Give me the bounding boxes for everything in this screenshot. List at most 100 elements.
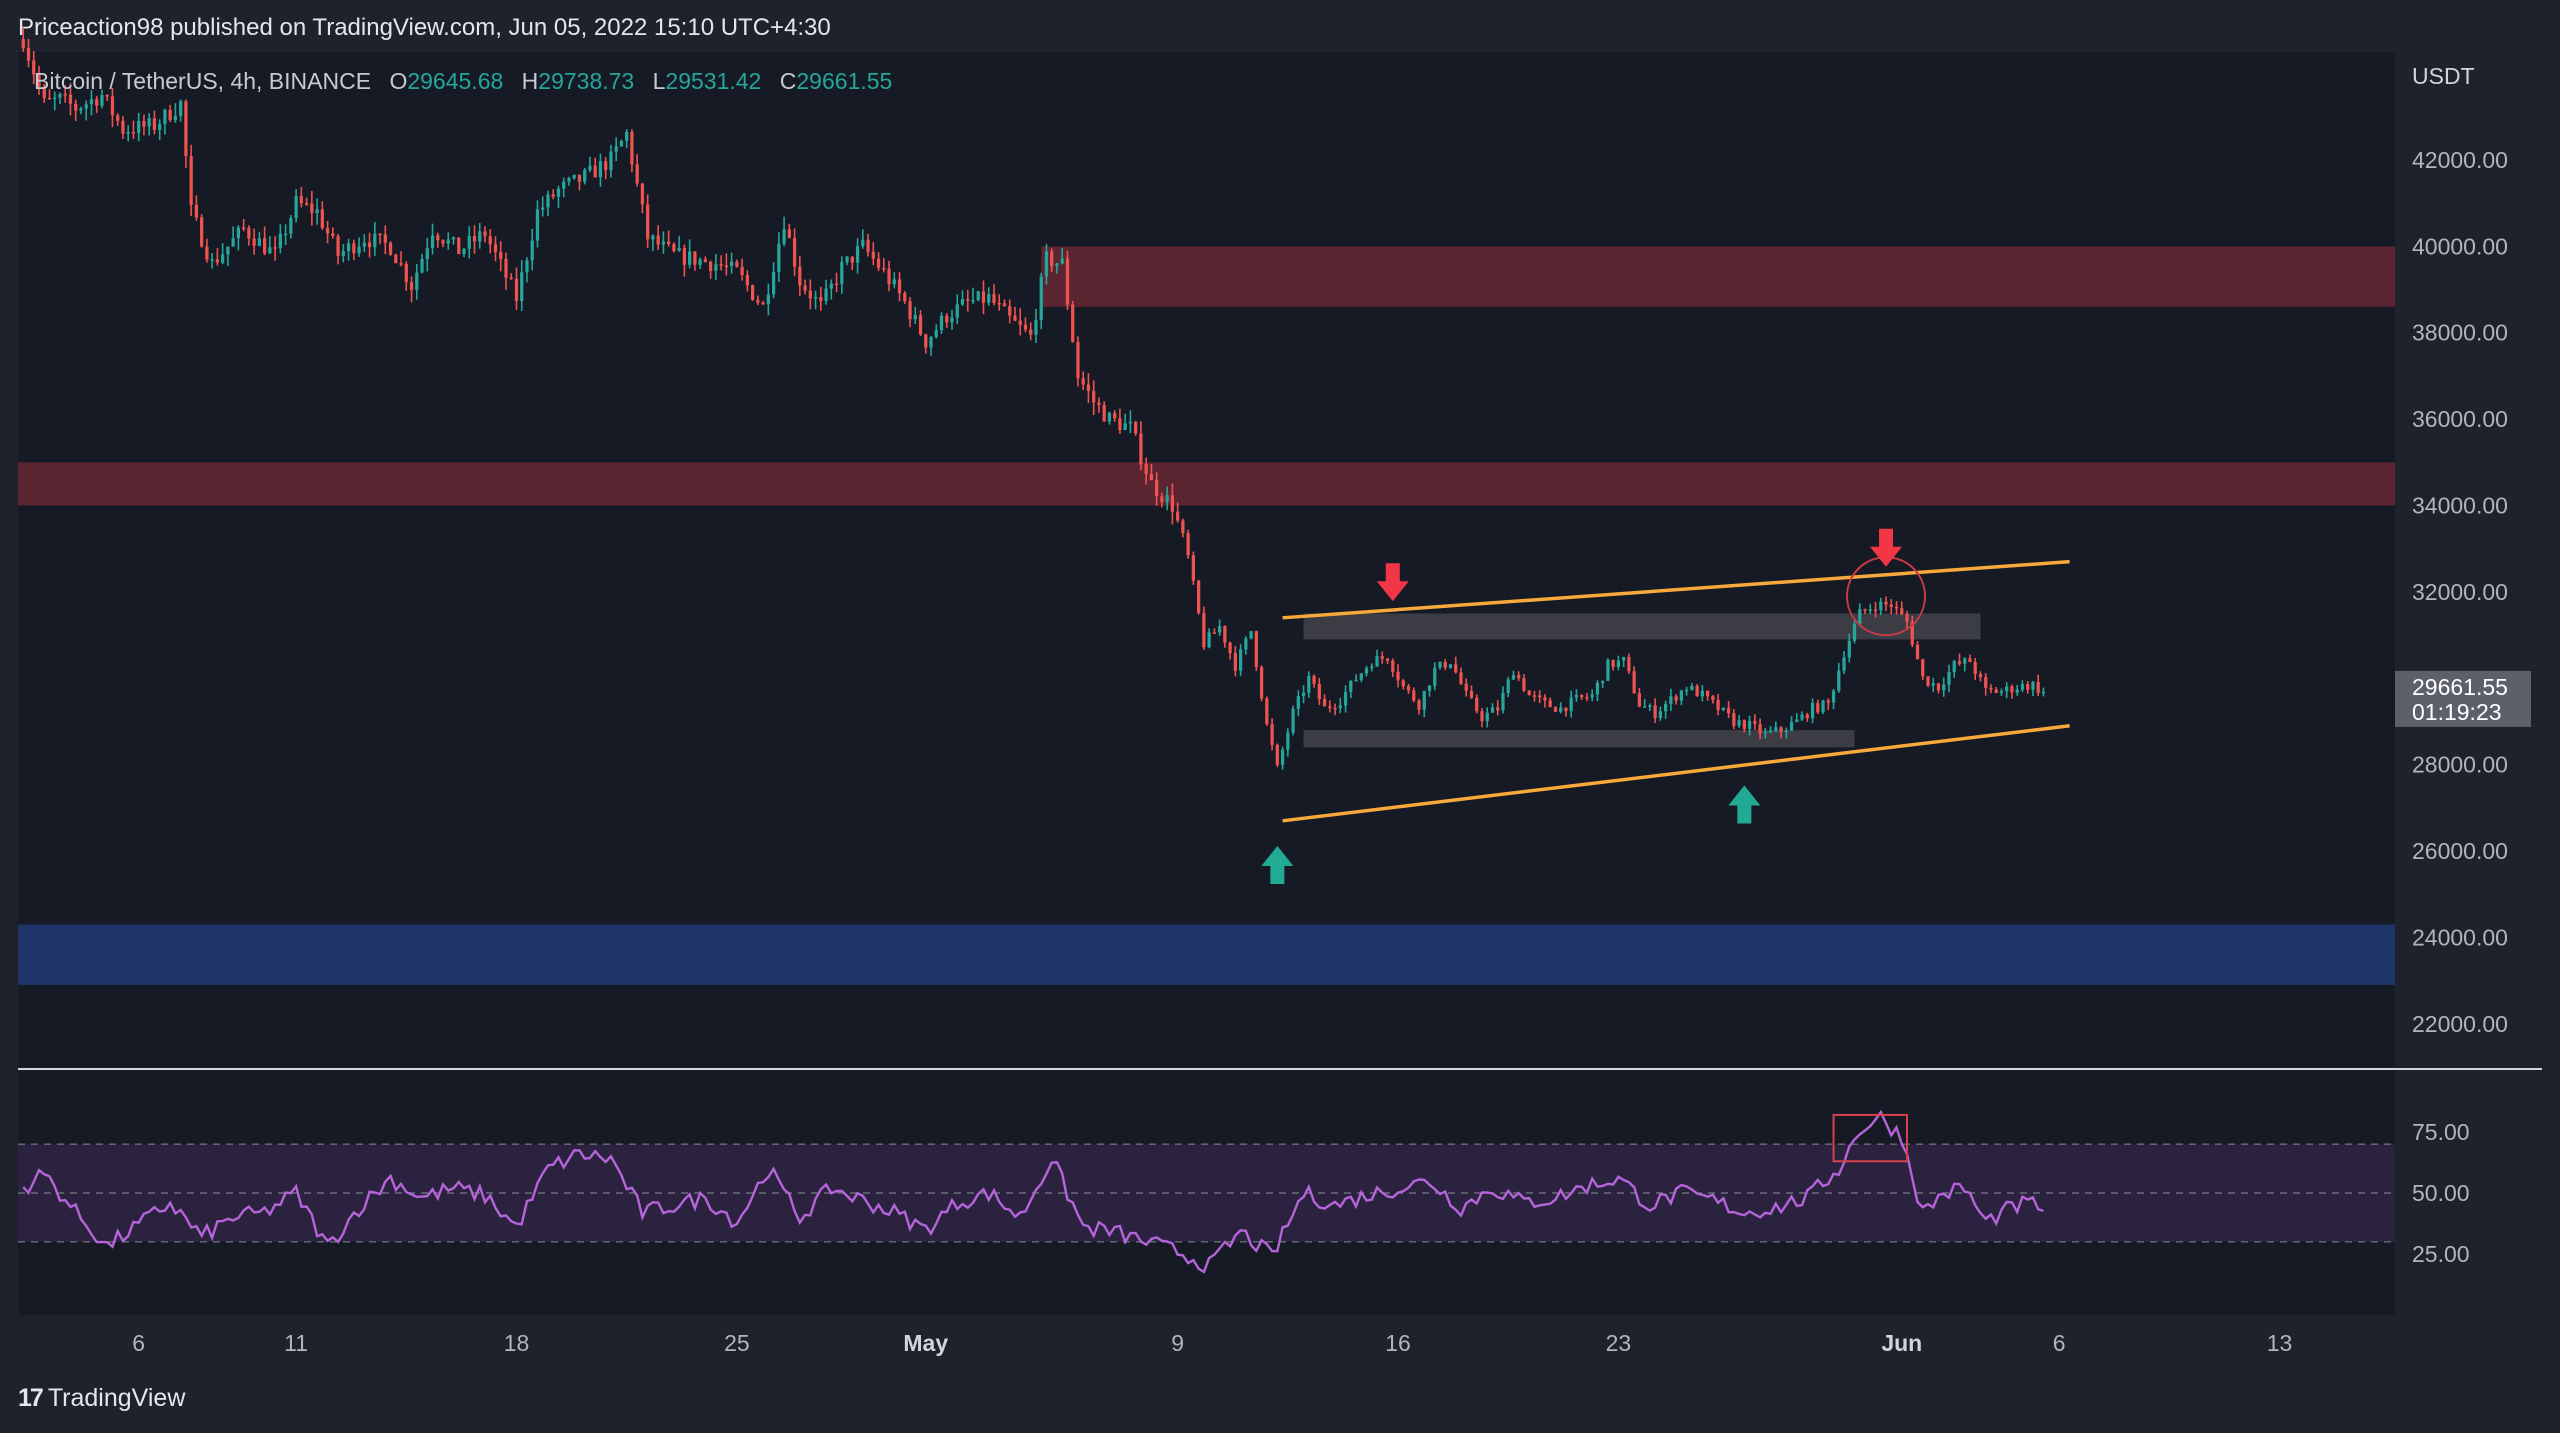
- candle: [876, 252, 881, 272]
- candle-body: [100, 95, 104, 106]
- candle: [1412, 687, 1416, 703]
- candle: [2031, 681, 2035, 697]
- candle: [1601, 680, 1605, 689]
- candle: [1202, 606, 1206, 650]
- candle: [1107, 411, 1112, 425]
- candle-body: [672, 244, 676, 252]
- candle: [1705, 690, 1710, 701]
- candle-body: [1249, 631, 1253, 639]
- candle-body: [855, 246, 860, 263]
- candle: [1359, 672, 1363, 683]
- candle-body: [1747, 720, 1752, 730]
- candle: [976, 290, 980, 302]
- candle-body: [1900, 608, 1904, 615]
- candle: [1086, 373, 1091, 403]
- candle-body: [1071, 304, 1075, 342]
- price-tick-label: 26000.00: [2412, 838, 2508, 864]
- candle-body: [1858, 609, 1862, 625]
- candle-body: [1254, 631, 1258, 668]
- candle-body: [530, 240, 534, 261]
- candle-body: [541, 207, 545, 210]
- candle-body: [535, 209, 540, 241]
- candle: [551, 189, 555, 200]
- candle-body: [1831, 690, 1836, 703]
- candle-body: [1443, 661, 1447, 668]
- candle-body: [1989, 687, 1993, 690]
- candle: [53, 91, 57, 111]
- candle: [1165, 486, 1169, 511]
- candle: [247, 225, 251, 246]
- candle: [2005, 682, 2009, 699]
- close-key: C: [779, 68, 797, 94]
- candle: [520, 260, 524, 312]
- candle: [1926, 676, 1930, 688]
- candle: [1999, 688, 2004, 696]
- candle-body: [1957, 661, 1962, 664]
- candle: [971, 287, 975, 304]
- candle-body: [640, 183, 645, 205]
- candle-body: [2026, 684, 2030, 690]
- candle-body: [1952, 661, 1956, 673]
- candle: [110, 87, 115, 128]
- candle-body: [436, 235, 440, 241]
- candle: [1118, 408, 1122, 434]
- candle-body: [913, 315, 917, 320]
- candle: [1732, 709, 1736, 730]
- candle-body: [1212, 632, 1216, 634]
- candle: [1270, 718, 1274, 751]
- candle-body: [1501, 692, 1505, 711]
- candle-body: [583, 170, 587, 182]
- candle-body: [425, 248, 429, 260]
- candle: [1984, 673, 1988, 696]
- candle-body: [808, 290, 812, 299]
- candle: [137, 112, 141, 142]
- candle: [2041, 687, 2046, 697]
- candle-body: [1338, 705, 1342, 708]
- candle-body: [1984, 677, 1988, 688]
- candle-body: [819, 297, 823, 302]
- currency-label: USDT: [2412, 63, 2475, 89]
- candle-body: [1018, 320, 1022, 325]
- candle-body: [1758, 724, 1762, 734]
- symbol-legend: Bitcoin / TetherUS, 4h, BINANCE O29645.6…: [34, 68, 892, 95]
- candle: [26, 38, 31, 68]
- candle-body: [1821, 700, 1825, 713]
- candle-body: [1978, 674, 1983, 678]
- candle: [242, 218, 246, 232]
- candle: [415, 264, 419, 300]
- candle: [1737, 715, 1741, 728]
- candle: [577, 174, 582, 191]
- candle-body: [63, 93, 67, 96]
- candle: [1852, 618, 1857, 644]
- candle-body: [110, 96, 115, 116]
- candle-body: [1097, 402, 1101, 405]
- candle: [1029, 322, 1033, 341]
- candle: [1391, 658, 1395, 678]
- candle: [735, 259, 739, 268]
- candle-body: [1128, 421, 1133, 424]
- candle-body: [1648, 705, 1652, 707]
- candle: [189, 144, 193, 217]
- price-axis-background: [2395, 52, 2542, 1067]
- candle: [126, 125, 130, 142]
- candle-body: [771, 271, 776, 295]
- candle-body: [42, 86, 46, 99]
- candle: [336, 234, 340, 265]
- candle: [782, 216, 786, 247]
- time-tick-label: Jun: [1881, 1330, 1922, 1356]
- candle-body: [1155, 480, 1159, 497]
- candle: [236, 225, 241, 251]
- candle: [960, 290, 965, 306]
- candle-body: [53, 97, 57, 100]
- tradingview-logo[interactable]: 17 TradingView: [18, 1384, 185, 1413]
- candle-body: [262, 238, 267, 254]
- candle-body: [1994, 689, 1998, 693]
- candle: [1160, 492, 1164, 508]
- candle: [1674, 694, 1678, 705]
- candle-body: [1795, 719, 1799, 723]
- candle-body: [1375, 656, 1379, 667]
- candle-body: [457, 237, 461, 255]
- candle-body: [630, 132, 634, 165]
- candle-body: [509, 277, 513, 280]
